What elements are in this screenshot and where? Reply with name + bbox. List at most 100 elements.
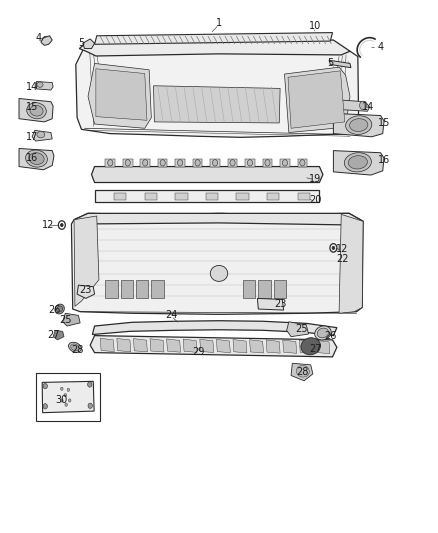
Circle shape — [108, 160, 113, 166]
Polygon shape — [280, 159, 290, 166]
Text: 23: 23 — [80, 286, 92, 295]
Polygon shape — [258, 298, 284, 310]
Bar — [206, 192, 218, 199]
Circle shape — [160, 160, 165, 166]
Circle shape — [360, 101, 367, 110]
Polygon shape — [32, 131, 52, 141]
Bar — [36, 373, 100, 421]
Text: 10: 10 — [309, 21, 321, 31]
Bar — [267, 192, 279, 199]
Circle shape — [88, 382, 92, 387]
Text: 5: 5 — [327, 59, 333, 68]
Polygon shape — [243, 280, 255, 298]
Ellipse shape — [57, 306, 63, 312]
Polygon shape — [42, 381, 94, 413]
Circle shape — [230, 160, 235, 166]
Ellipse shape — [55, 304, 64, 314]
Polygon shape — [74, 216, 99, 306]
Bar — [145, 192, 157, 199]
Bar — [95, 190, 319, 201]
Polygon shape — [316, 341, 330, 353]
Circle shape — [60, 223, 63, 227]
Circle shape — [64, 393, 67, 397]
Polygon shape — [193, 159, 202, 166]
Polygon shape — [153, 86, 280, 123]
Polygon shape — [339, 214, 363, 313]
Bar — [114, 192, 127, 199]
Text: 28: 28 — [71, 345, 83, 356]
Text: 19: 19 — [309, 174, 321, 184]
Text: 12: 12 — [42, 220, 54, 230]
Polygon shape — [117, 338, 131, 352]
Bar — [297, 192, 310, 199]
Polygon shape — [92, 321, 337, 336]
Text: 14: 14 — [26, 82, 38, 92]
Polygon shape — [83, 39, 95, 49]
Text: 16: 16 — [26, 152, 38, 163]
Text: 26: 26 — [324, 330, 336, 341]
Polygon shape — [287, 322, 308, 337]
Circle shape — [212, 160, 218, 166]
Polygon shape — [274, 280, 286, 298]
Text: 22: 22 — [336, 254, 348, 263]
Circle shape — [247, 160, 253, 166]
Ellipse shape — [37, 82, 43, 87]
Polygon shape — [150, 339, 164, 352]
Polygon shape — [134, 338, 148, 352]
Circle shape — [88, 403, 92, 408]
Polygon shape — [79, 40, 350, 56]
Polygon shape — [233, 340, 247, 353]
Polygon shape — [100, 338, 114, 352]
Ellipse shape — [27, 103, 46, 119]
Polygon shape — [333, 114, 384, 137]
Circle shape — [283, 160, 288, 166]
Polygon shape — [291, 364, 313, 381]
Bar — [175, 192, 187, 199]
Circle shape — [332, 246, 335, 249]
Polygon shape — [53, 330, 64, 340]
Ellipse shape — [25, 150, 47, 167]
Ellipse shape — [301, 338, 321, 355]
Polygon shape — [288, 71, 345, 128]
Ellipse shape — [348, 156, 367, 169]
Text: 25: 25 — [296, 324, 308, 334]
Polygon shape — [166, 339, 180, 352]
Polygon shape — [121, 280, 133, 298]
Text: 23: 23 — [274, 298, 286, 309]
Text: 26: 26 — [48, 305, 60, 315]
Polygon shape — [299, 340, 313, 353]
Circle shape — [68, 399, 71, 402]
Polygon shape — [216, 340, 230, 353]
Polygon shape — [333, 151, 384, 175]
Circle shape — [125, 160, 131, 166]
Text: 27: 27 — [309, 344, 321, 354]
Polygon shape — [106, 280, 118, 298]
Ellipse shape — [350, 119, 368, 132]
Text: 15: 15 — [378, 118, 390, 128]
Text: 12: 12 — [336, 244, 348, 254]
Text: 29: 29 — [192, 346, 204, 357]
Polygon shape — [200, 339, 214, 352]
Polygon shape — [258, 280, 271, 298]
Polygon shape — [71, 213, 363, 314]
Text: 20: 20 — [309, 195, 321, 205]
Polygon shape — [141, 159, 150, 166]
Polygon shape — [210, 159, 220, 166]
Polygon shape — [175, 159, 185, 166]
Text: 17: 17 — [26, 132, 38, 142]
Bar — [237, 192, 249, 199]
Circle shape — [143, 160, 148, 166]
Circle shape — [43, 403, 47, 409]
Polygon shape — [151, 280, 163, 298]
Circle shape — [177, 160, 183, 166]
Polygon shape — [19, 149, 54, 169]
Text: 16: 16 — [378, 155, 390, 165]
Polygon shape — [92, 166, 323, 182]
Text: 28: 28 — [296, 367, 308, 377]
Circle shape — [43, 383, 47, 389]
Text: 24: 24 — [165, 310, 177, 320]
Ellipse shape — [314, 326, 331, 340]
Circle shape — [67, 388, 70, 391]
Polygon shape — [250, 340, 264, 353]
Circle shape — [265, 160, 270, 166]
